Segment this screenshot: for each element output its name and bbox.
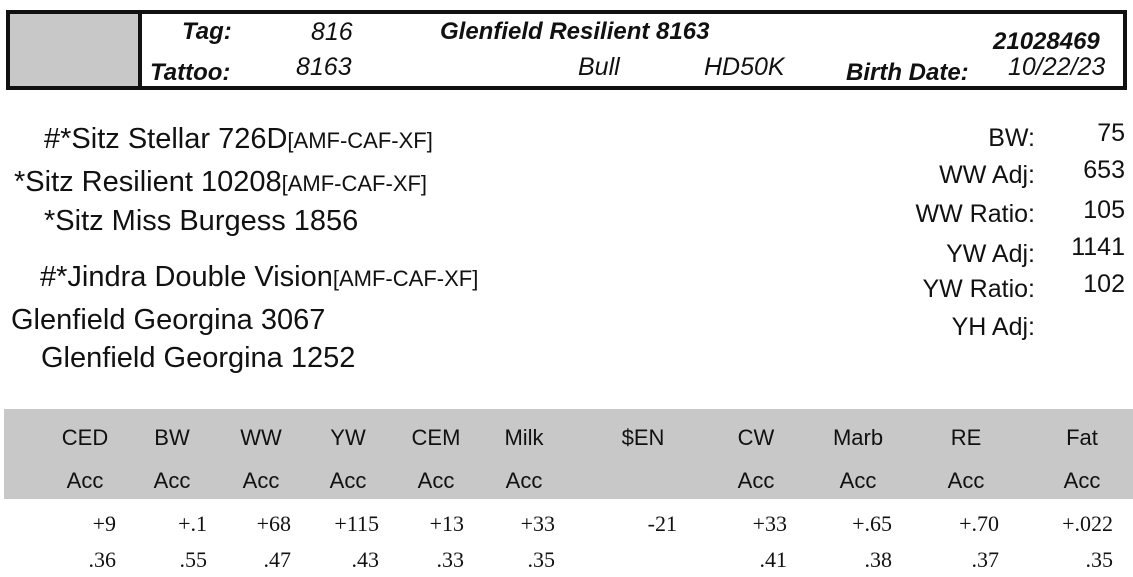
pedigree-name: *Sitz Miss Burgess 1856	[44, 205, 359, 237]
epd-value: -21	[647, 511, 677, 536]
epd-value: +115	[334, 511, 379, 536]
epd-acc-label: Acc	[66, 468, 104, 493]
epd-accuracy: .43	[351, 547, 380, 572]
epd-acc-label: Acc	[242, 468, 280, 493]
epd-trait: Marb	[832, 425, 884, 450]
pedigree-sire-sire: #*Sitz Stellar 726D[AMF-CAF-XF]	[44, 123, 433, 156]
pedigree-dam-sire: #*Jindra Double Vision[AMF-CAF-XF]	[40, 261, 478, 294]
epd-trait: RE	[950, 425, 982, 450]
epd-acc-label: Acc	[947, 468, 985, 493]
epd-accuracy: .47	[263, 547, 292, 572]
pedigree-name: *Sitz Resilient 10208	[14, 166, 282, 198]
epd-accuracy: .35	[1085, 547, 1114, 572]
epd-value: +33	[752, 511, 787, 536]
epd-value: +.1	[178, 511, 207, 536]
epd-accuracy: .41	[759, 547, 788, 572]
epd-header-band	[4, 409, 1133, 499]
epd-accuracy: .35	[527, 547, 556, 572]
pedigree-tag: [AMF-CAF-XF]	[332, 266, 479, 291]
epd-trait: CW	[737, 425, 775, 450]
epd-trait: Milk	[504, 425, 544, 450]
epd-accuracy: .37	[971, 547, 1000, 572]
stat-value: 1141	[1071, 233, 1125, 261]
epd-trait: YW	[330, 425, 366, 450]
pedigree-dam: Glenfield Georgina 3067	[11, 304, 325, 337]
epd-accuracy: .38	[864, 547, 893, 572]
tattoo-value: 8163	[296, 53, 352, 81]
sex-value: Bull	[578, 53, 620, 81]
epd-value: +13	[429, 511, 464, 536]
epd-accuracy: .36	[88, 547, 117, 572]
genetic-test: HD50K	[704, 53, 785, 81]
pedigree-name: Glenfield Georgina 3067	[11, 304, 326, 336]
birth-date-value: 10/22/23	[1008, 53, 1106, 81]
tattoo-label: Tattoo:	[150, 59, 231, 86]
epd-accuracy: .33	[436, 547, 465, 572]
pedigree-name: Glenfield Georgina 1252	[41, 342, 356, 374]
stat-label: BW:	[988, 124, 1035, 152]
registration-number: 21028469	[993, 28, 1100, 55]
epd-acc-label: Acc	[329, 468, 367, 493]
epd-trait: CED	[61, 425, 109, 450]
pedigree-sire-dam: *Sitz Miss Burgess 1856	[44, 205, 358, 238]
tag-value: 816	[311, 18, 353, 46]
stat-label: WW Ratio:	[915, 200, 1035, 228]
epd-acc-label: Acc	[417, 468, 455, 493]
stat-label: WW Adj:	[939, 161, 1035, 189]
epd-value: +.022	[1062, 511, 1113, 536]
stat-label: YH Adj:	[951, 313, 1035, 341]
stat-label: YW Ratio:	[922, 275, 1035, 303]
pedigree-tag: [AMF-CAF-XF]	[281, 171, 428, 196]
epd-value: +68	[256, 511, 291, 536]
pedigree-name: #*Sitz Stellar 726D	[44, 123, 288, 155]
animal-header	[6, 10, 1127, 90]
epd-trait: $EN	[621, 425, 665, 450]
stat-label: YW Adj:	[946, 240, 1035, 268]
pedigree-sire: *Sitz Resilient 10208[AMF-CAF-XF]	[14, 166, 427, 199]
epd-trait: CEM	[411, 425, 461, 450]
tag-label: Tag:	[182, 18, 232, 45]
epd-value: +9	[92, 511, 116, 536]
pedigree-name: #*Jindra Double Vision	[40, 261, 333, 293]
epd-accuracy: .55	[179, 547, 208, 572]
stat-value: 653	[1083, 156, 1125, 184]
epd-value: +.70	[959, 511, 999, 536]
pedigree-tag: [AMF-CAF-XF]	[287, 128, 433, 153]
epd-trait: BW	[154, 425, 190, 450]
epd-trait: WW	[240, 425, 282, 450]
epd-acc-label: Acc	[153, 468, 191, 493]
epd-value: +33	[520, 511, 555, 536]
stat-value: 105	[1083, 196, 1125, 224]
epd-acc-label: Acc	[1063, 468, 1101, 493]
epd-acc-label: Acc	[737, 468, 775, 493]
stat-value: 75	[1097, 119, 1125, 147]
animal-name: Glenfield Resilient 8163	[440, 18, 710, 45]
epd-acc-label: Acc	[505, 468, 543, 493]
birth-date-label: Birth Date:	[846, 59, 969, 86]
epd-acc-label: Acc	[839, 468, 877, 493]
header-gray-block	[10, 14, 142, 86]
stat-value: 102	[1083, 270, 1125, 298]
epd-trait: Fat	[1066, 425, 1098, 450]
pedigree-dam-dam: Glenfield Georgina 1252	[41, 342, 355, 375]
epd-value: +.65	[852, 511, 892, 536]
